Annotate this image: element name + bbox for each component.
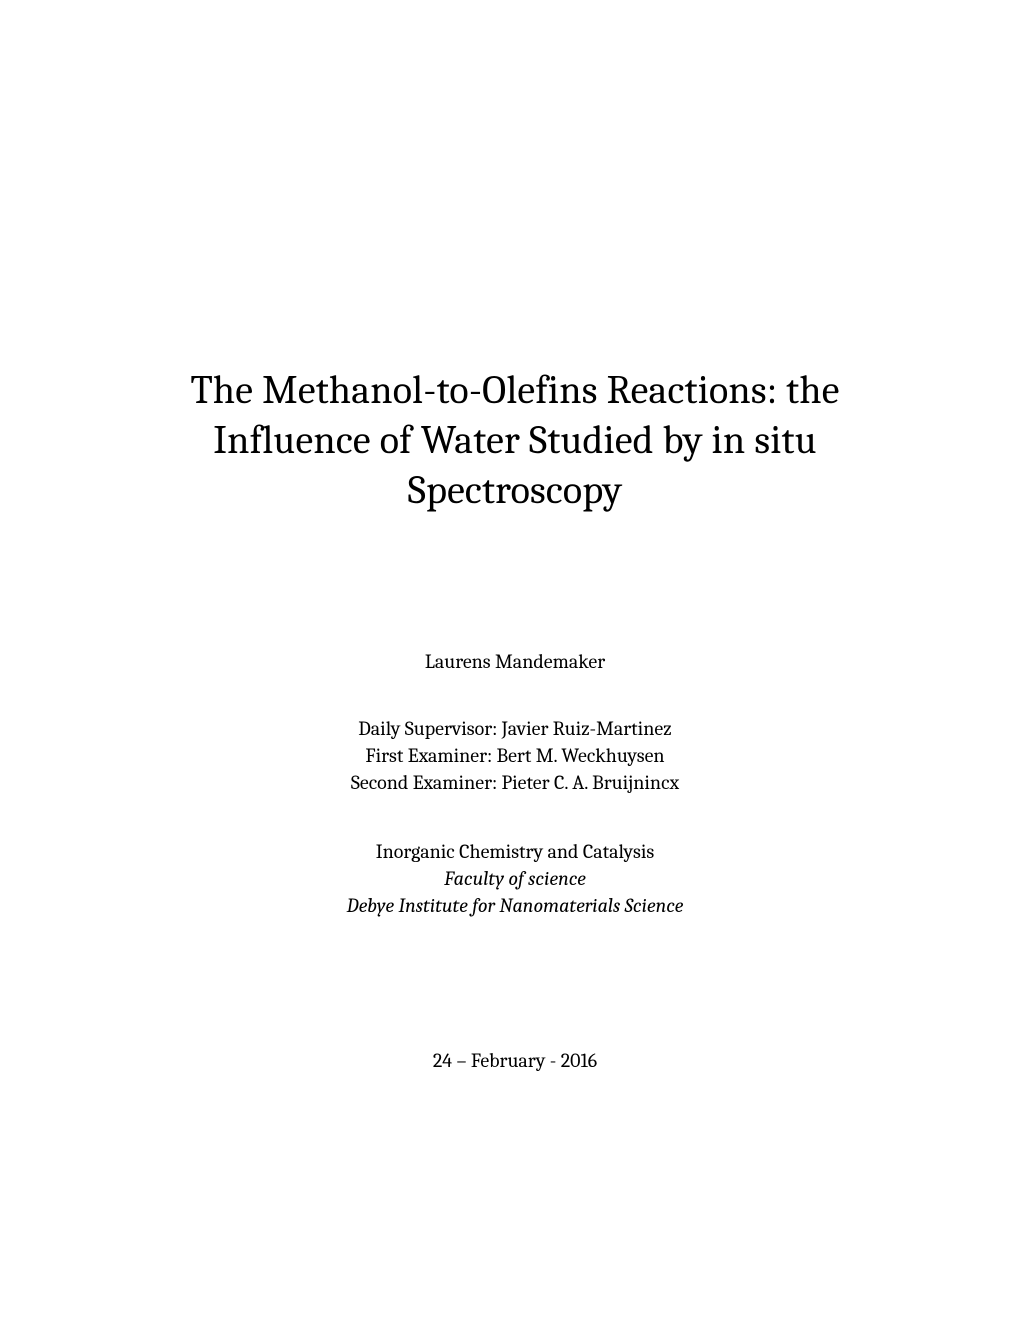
faculty: Faculty of science	[120, 865, 910, 892]
author-name: Laurens Mandemaker	[120, 650, 910, 673]
institute: Debye Institute for Nanomaterials Scienc…	[120, 892, 910, 919]
document-date: 24 – February - 2016	[120, 1049, 910, 1072]
affiliation-block: Inorganic Chemistry and Catalysis Facult…	[120, 838, 910, 919]
research-group: Inorganic Chemistry and Catalysis	[120, 838, 910, 865]
first-examiner: First Examiner: Bert M. Weckhuysen	[120, 742, 910, 769]
second-examiner: Second Examiner: Pieter C. A. Bruijnincx	[120, 769, 910, 796]
document-title: The Methanol-to-Olefins Reactions: the I…	[120, 365, 910, 515]
daily-supervisor: Daily Supervisor: Javier Ruiz-Martinez	[120, 715, 910, 742]
supervisors-block: Daily Supervisor: Javier Ruiz-Martinez F…	[120, 715, 910, 796]
